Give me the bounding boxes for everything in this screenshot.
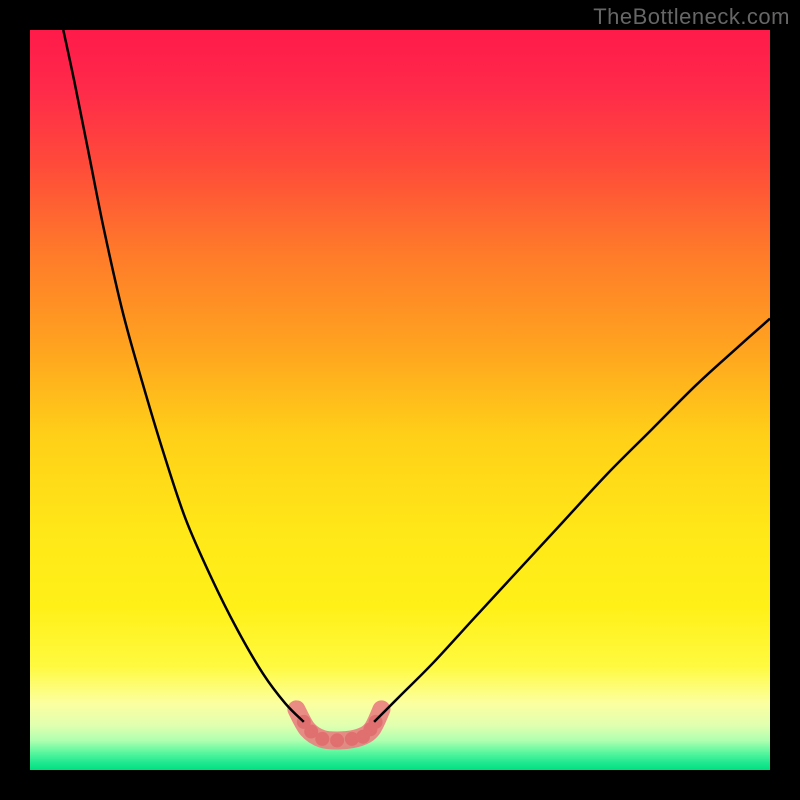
gradient-background bbox=[30, 30, 770, 770]
plot-area bbox=[30, 30, 770, 770]
watermark-text: TheBottleneck.com bbox=[593, 4, 790, 30]
